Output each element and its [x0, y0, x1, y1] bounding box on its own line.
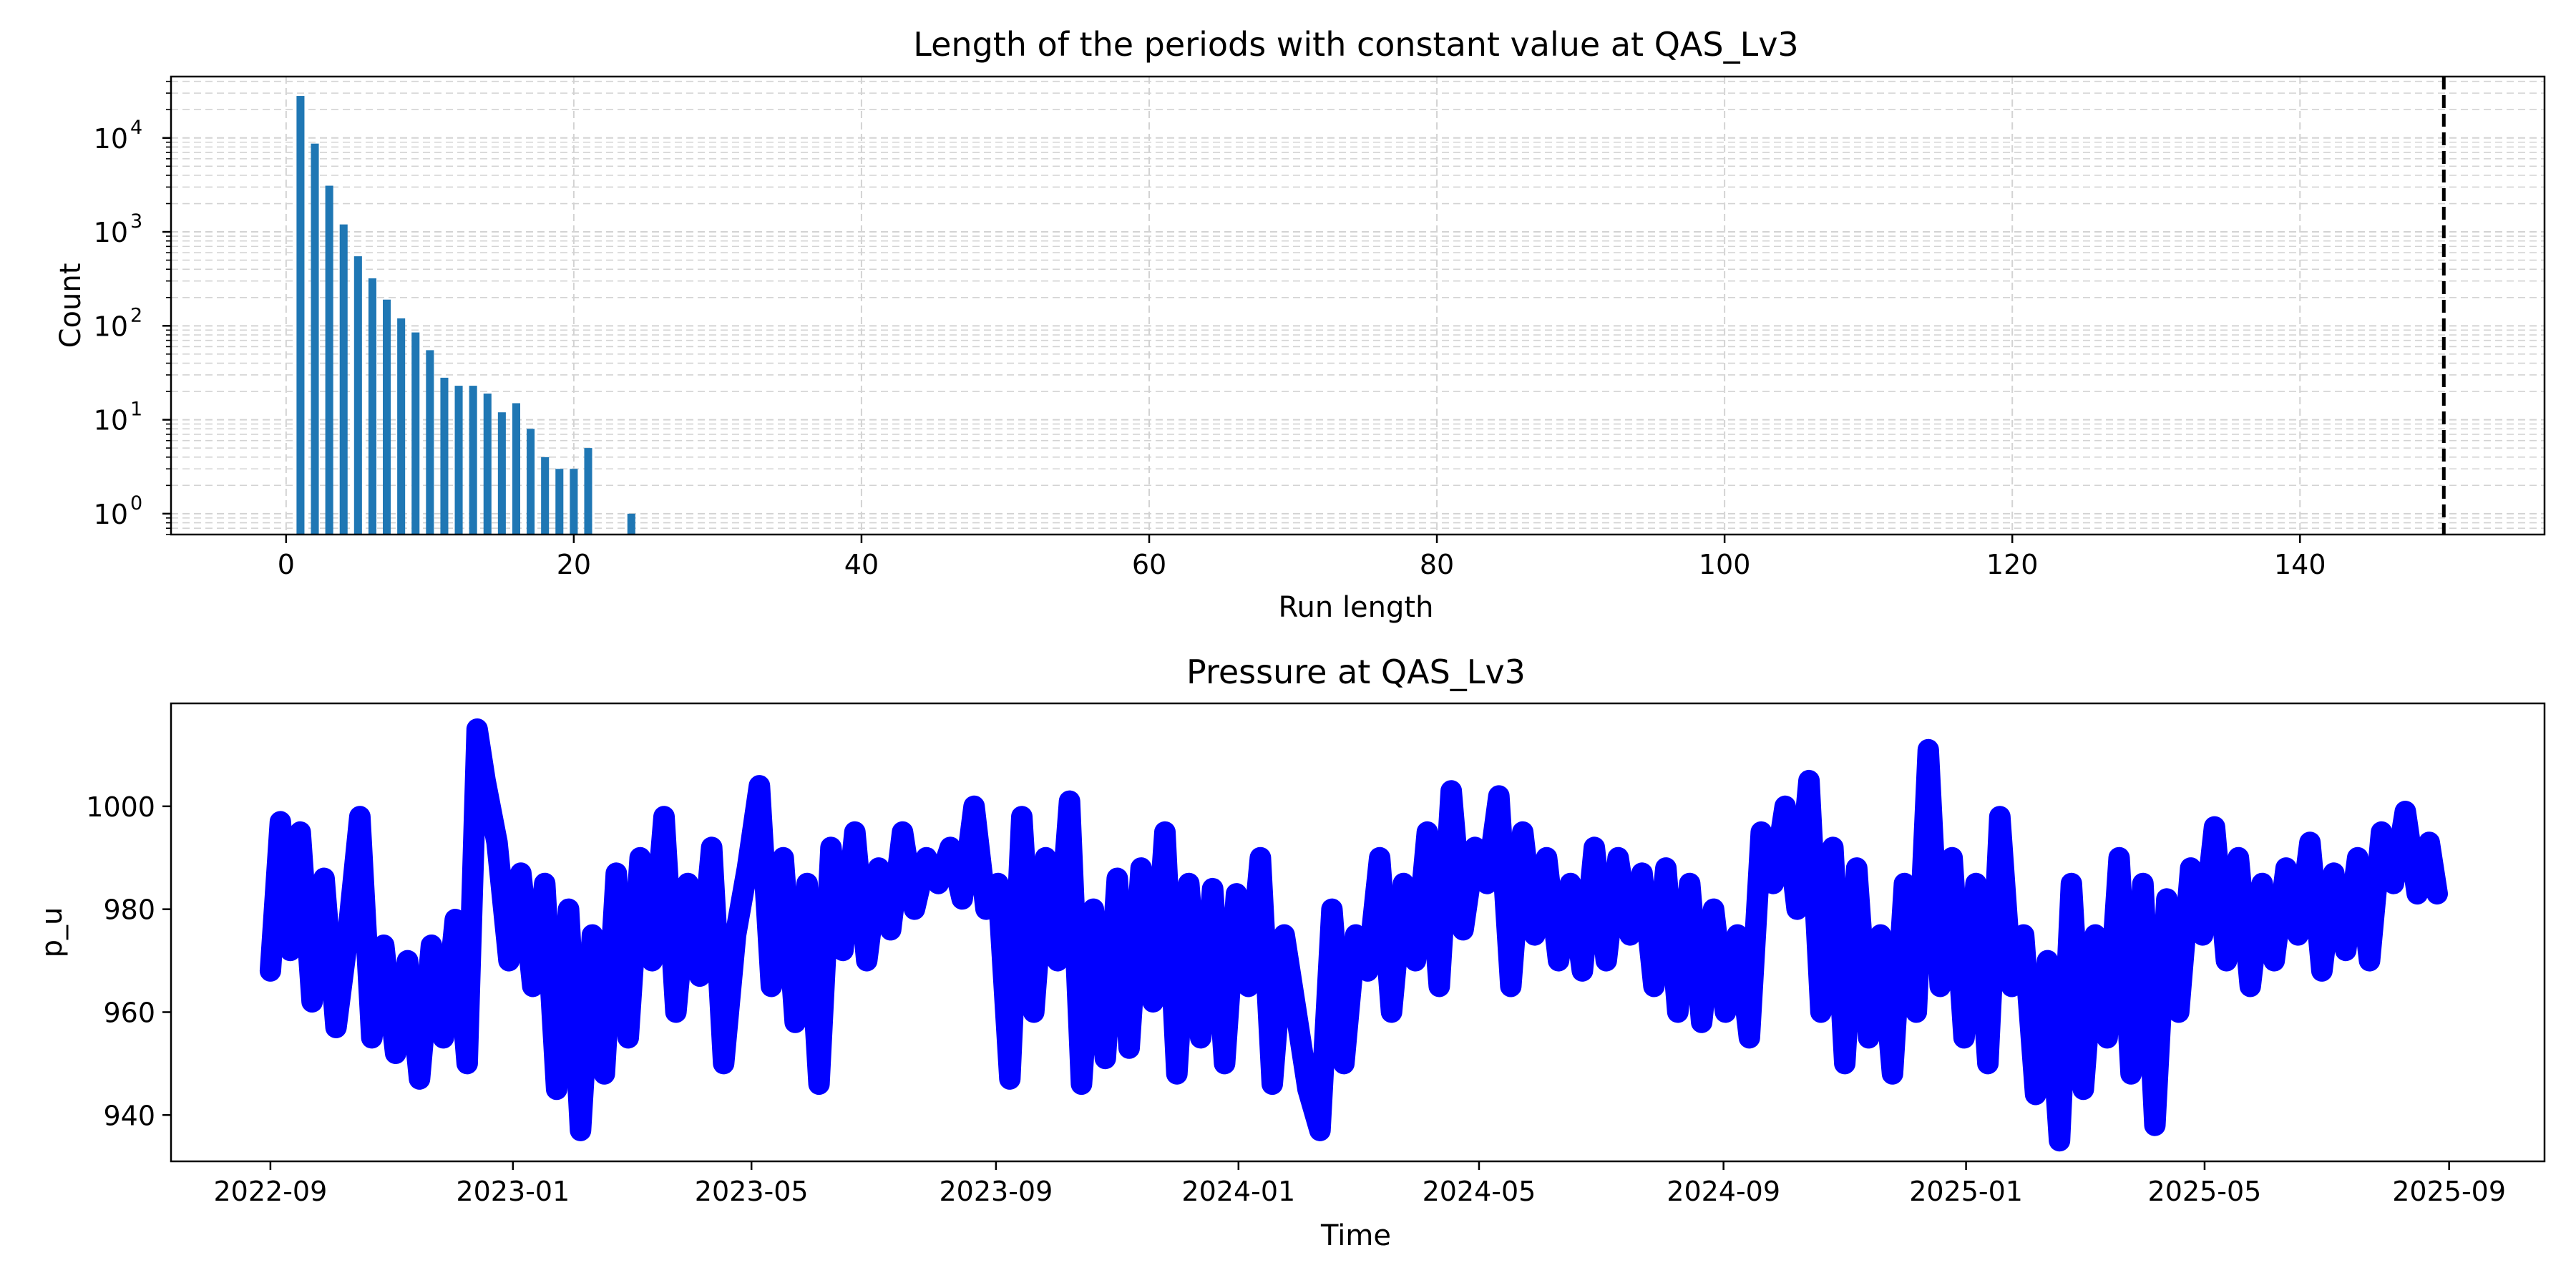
run-length-histogram: Length of the periods with constant valu… — [54, 25, 2546, 624]
histogram-bar — [584, 448, 592, 535]
timeseries-x-tick-label: 2025-01 — [1909, 1176, 2023, 1207]
histogram-bar — [383, 299, 391, 535]
histogram-x-tick-label: 80 — [1420, 549, 1454, 580]
timeseries-y-tick-label: 980 — [103, 894, 155, 926]
histogram-x-tick-label: 40 — [844, 549, 879, 580]
timeseries-x-tick-label: 2023-05 — [695, 1176, 809, 1207]
histogram-bar — [627, 513, 635, 535]
histogram-title: Length of the periods with constant valu… — [913, 25, 1798, 64]
histogram-bar — [296, 96, 305, 535]
histogram-x-tick-label: 0 — [278, 549, 295, 580]
histogram-x-tick-label: 100 — [1699, 549, 1751, 580]
histogram-bar — [368, 278, 376, 535]
histogram-bar — [454, 386, 463, 535]
histogram-y-axis-label: Count — [54, 263, 87, 348]
histogram-bar — [440, 377, 449, 535]
histogram-x-ticks: 0 20 40 60 80 100 120 140 — [278, 535, 2326, 580]
histogram-bar — [339, 224, 348, 535]
histogram-bar — [397, 318, 406, 535]
histogram-bar — [411, 332, 420, 535]
histogram-bar — [469, 386, 477, 535]
histogram-x-tick-label: 20 — [557, 549, 591, 580]
pressure-timeseries: Pressure at QAS_Lv3 2022-09 2023-01 2023-0… — [36, 653, 2546, 1252]
timeseries-plot-area — [259, 718, 2448, 1152]
timeseries-y-ticks: 940 960 980 1000 — [86, 791, 171, 1131]
histogram-y-tick-label: 10 — [94, 217, 128, 248]
histogram-y-tick-exponent: 1 — [130, 399, 142, 421]
histogram-bar — [311, 143, 319, 535]
histogram-y-tick-label: 10 — [94, 499, 128, 530]
timeseries-title: Pressure at QAS_Lv3 — [1186, 653, 1526, 691]
histogram-y-tick-exponent: 2 — [130, 304, 142, 326]
timeseries-y-tick-label: 960 — [103, 997, 155, 1028]
timeseries-x-tick-label: 2024-05 — [1423, 1176, 1536, 1207]
timeseries-x-tick-label: 2024-01 — [1181, 1176, 1295, 1207]
timeseries-y-tick-label: 940 — [103, 1100, 155, 1131]
timeseries-x-ticks: 2022-09 2023-01 2023-05 2023-09 2024-01 2024-… — [214, 1161, 2506, 1207]
histogram-bar — [555, 469, 564, 535]
timeseries-x-axis-label: Time — [1320, 1219, 1391, 1252]
histogram-y-tick-exponent: 4 — [130, 117, 142, 139]
histogram-bars — [296, 96, 635, 535]
timeseries-x-tick-label: 2025-09 — [2392, 1176, 2506, 1207]
histogram-bar — [512, 403, 521, 535]
histogram-bar — [426, 350, 434, 535]
histogram-bar — [541, 457, 550, 535]
timeseries-x-tick-label: 2023-01 — [456, 1176, 570, 1207]
timeseries-x-tick-label: 2023-09 — [940, 1176, 1053, 1207]
timeseries-x-tick-label: 2025-05 — [2148, 1176, 2262, 1207]
timeseries-x-tick-label: 2022-09 — [214, 1176, 328, 1207]
pressure-series-line — [259, 718, 2448, 1152]
histogram-y-tick-label: 10 — [94, 123, 128, 155]
histogram-x-axis-label: Run length — [1279, 591, 1434, 624]
histogram-bar — [325, 185, 333, 535]
histogram-y-tick-exponent: 3 — [130, 210, 142, 233]
histogram-y-tick-exponent: 0 — [130, 492, 142, 514]
histogram-y-tick-label: 10 — [94, 405, 128, 436]
histogram-plot-frame — [170, 75, 2546, 536]
timeseries-x-tick-label: 2024-09 — [1667, 1176, 1780, 1207]
histogram-bar — [497, 412, 506, 535]
histogram-x-tick-label: 120 — [1986, 549, 2039, 580]
histogram-bar — [527, 429, 535, 535]
histogram-bar — [353, 256, 362, 535]
timeseries-plot-frame — [170, 702, 2546, 1163]
histogram-x-tick-label: 140 — [2274, 549, 2326, 580]
histogram-bar — [570, 469, 578, 535]
timeseries-y-tick-label: 1000 — [86, 791, 155, 823]
histogram-bar — [483, 394, 492, 535]
histogram-x-tick-label: 60 — [1132, 549, 1166, 580]
histogram-y-tick-label: 10 — [94, 311, 128, 342]
timeseries-y-axis-label: p_u — [36, 907, 69, 958]
histogram-grid — [171, 77, 2545, 535]
